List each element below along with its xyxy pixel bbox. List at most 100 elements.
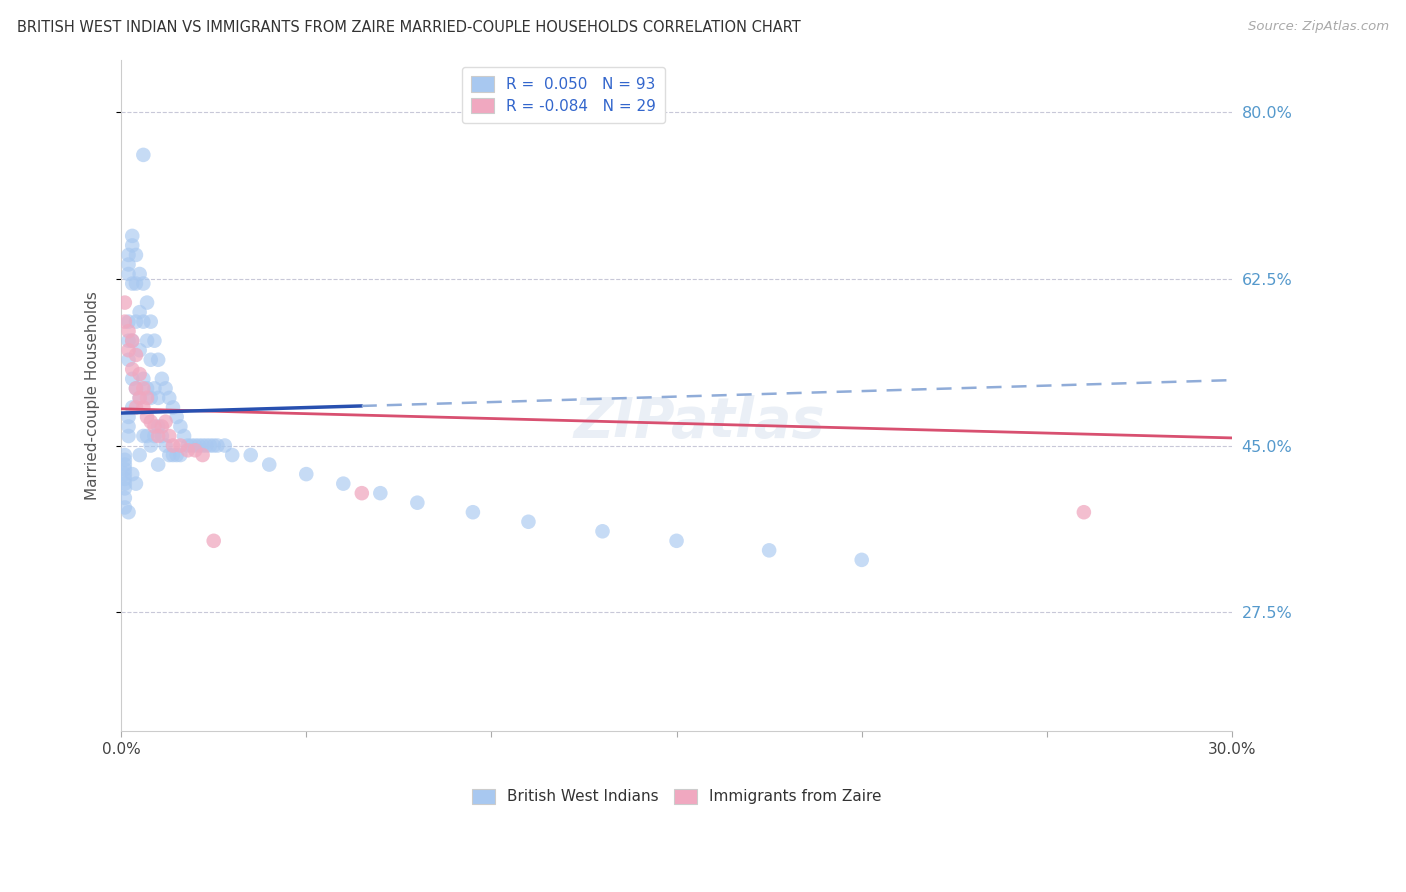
Point: [136, 295, 159, 310]
Point: [128, 391, 150, 405]
Point: [114, 500, 136, 515]
Point: [173, 429, 195, 443]
Point: [117, 352, 139, 367]
Point: [592, 524, 614, 539]
Point: [114, 315, 136, 329]
Point: [139, 391, 162, 405]
Point: [128, 305, 150, 319]
Point: [257, 458, 280, 472]
Point: [177, 438, 200, 452]
Point: [132, 277, 155, 291]
Point: [114, 462, 136, 476]
Point: [202, 533, 225, 548]
Text: Source: ZipAtlas.com: Source: ZipAtlas.com: [1249, 20, 1389, 33]
Point: [132, 315, 155, 329]
Point: [239, 448, 262, 462]
Point: [132, 372, 155, 386]
Point: [136, 409, 159, 424]
Point: [125, 277, 148, 291]
Point: [198, 438, 221, 452]
Point: [114, 448, 136, 462]
Point: [517, 515, 540, 529]
Point: [184, 443, 207, 458]
Point: [117, 505, 139, 519]
Point: [155, 381, 177, 395]
Point: [202, 438, 225, 452]
Point: [146, 391, 169, 405]
Point: [169, 419, 191, 434]
Point: [132, 429, 155, 443]
Point: [350, 486, 373, 500]
Point: [155, 438, 177, 452]
Point: [169, 448, 191, 462]
Point: [166, 448, 188, 462]
Point: [121, 238, 143, 252]
Point: [117, 267, 139, 281]
Point: [143, 429, 166, 443]
Point: [125, 401, 148, 415]
Point: [125, 348, 148, 362]
Point: [143, 334, 166, 348]
Text: BRITISH WEST INDIAN VS IMMIGRANTS FROM ZAIRE MARRIED-COUPLE HOUSEHOLDS CORRELATI: BRITISH WEST INDIAN VS IMMIGRANTS FROM Z…: [17, 20, 800, 35]
Point: [370, 486, 392, 500]
Point: [128, 267, 150, 281]
Point: [114, 467, 136, 482]
Point: [114, 452, 136, 467]
Legend: British West Indians, Immigrants from Zaire: British West Indians, Immigrants from Za…: [463, 780, 890, 814]
Point: [1073, 505, 1095, 519]
Point: [177, 443, 200, 458]
Point: [121, 334, 143, 348]
Point: [295, 467, 318, 482]
Point: [128, 343, 150, 358]
Point: [157, 429, 180, 443]
Point: [128, 391, 150, 405]
Point: [136, 391, 159, 405]
Point: [125, 248, 148, 262]
Point: [191, 448, 214, 462]
Point: [128, 367, 150, 381]
Point: [150, 372, 173, 386]
Point: [121, 467, 143, 482]
Point: [121, 334, 143, 348]
Point: [117, 324, 139, 338]
Point: [114, 295, 136, 310]
Point: [143, 419, 166, 434]
Point: [125, 476, 148, 491]
Point: [117, 429, 139, 443]
Point: [128, 448, 150, 462]
Point: [136, 381, 159, 395]
Point: [117, 419, 139, 434]
Point: [136, 334, 159, 348]
Point: [125, 381, 148, 395]
Point: [162, 401, 184, 415]
Point: [139, 415, 162, 429]
Point: [187, 438, 209, 452]
Point: [121, 228, 143, 243]
Point: [851, 553, 873, 567]
Point: [150, 429, 173, 443]
Point: [114, 476, 136, 491]
Point: [332, 476, 354, 491]
Point: [139, 315, 162, 329]
Point: [169, 438, 191, 452]
Point: [406, 496, 429, 510]
Point: [132, 148, 155, 162]
Point: [125, 315, 148, 329]
Point: [139, 438, 162, 452]
Point: [146, 352, 169, 367]
Point: [461, 505, 484, 519]
Point: [125, 381, 148, 395]
Point: [121, 362, 143, 376]
Point: [114, 472, 136, 486]
Point: [191, 438, 214, 452]
Point: [150, 419, 173, 434]
Point: [166, 409, 188, 424]
Point: [146, 429, 169, 443]
Point: [184, 438, 207, 452]
Point: [162, 448, 184, 462]
Point: [758, 543, 780, 558]
Point: [114, 482, 136, 496]
Point: [157, 391, 180, 405]
Point: [117, 343, 139, 358]
Point: [117, 248, 139, 262]
